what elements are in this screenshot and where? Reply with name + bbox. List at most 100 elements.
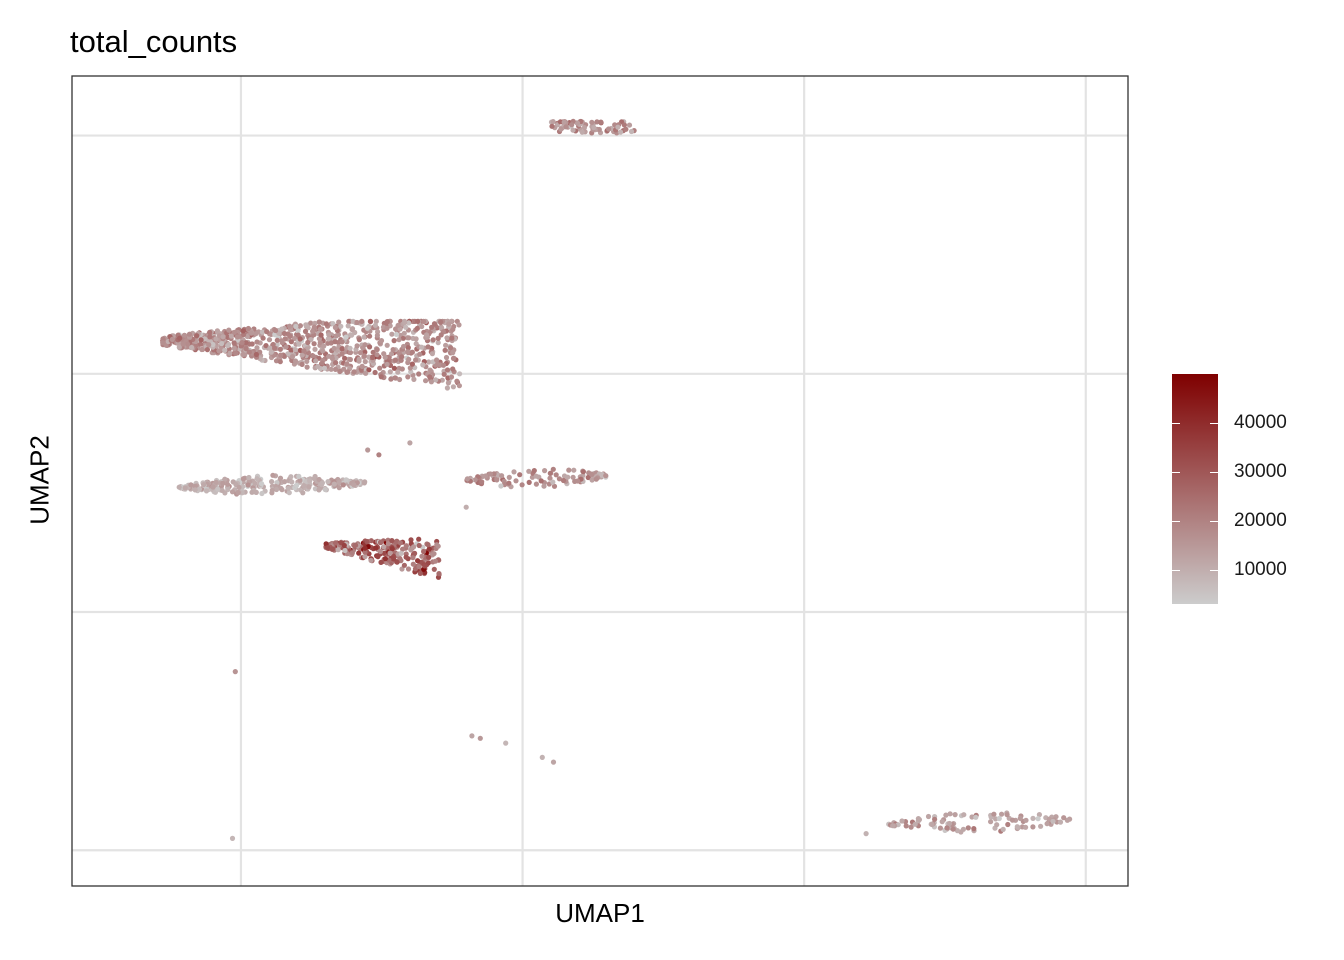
legend-tick	[1210, 471, 1218, 473]
cell-point	[323, 321, 329, 327]
cell-point	[378, 374, 384, 380]
cell-point	[345, 369, 351, 375]
cell-point	[325, 479, 331, 485]
cell-point	[335, 547, 341, 553]
cell-point	[206, 342, 212, 348]
cell-point	[433, 377, 439, 383]
cell-point	[440, 362, 447, 368]
cell-point	[331, 481, 337, 487]
cell-point	[186, 331, 193, 337]
cell-point	[579, 129, 585, 135]
cell-point	[1057, 819, 1064, 825]
cell-point	[932, 816, 938, 822]
cell-point	[416, 542, 422, 549]
cell-point	[245, 325, 251, 332]
cell-point	[323, 541, 329, 547]
cell-point	[259, 329, 266, 335]
cell-point	[435, 335, 441, 341]
cell-point	[219, 341, 225, 347]
cell-point	[378, 539, 384, 545]
cell-point	[526, 479, 532, 485]
cell-point	[419, 323, 425, 330]
cell-point	[198, 341, 204, 347]
cell-point	[322, 486, 328, 493]
cell-point	[444, 367, 451, 373]
cell-point	[406, 356, 412, 362]
cell-point	[550, 119, 556, 125]
cell-point	[296, 473, 302, 479]
cell-point	[400, 546, 406, 552]
cell-point	[391, 556, 397, 562]
cell-point	[550, 479, 556, 485]
cell-point	[391, 365, 397, 371]
cell-point	[312, 320, 318, 326]
cell-point	[376, 452, 382, 458]
cell-point	[423, 332, 430, 338]
cell-point	[393, 331, 400, 337]
cell-point	[401, 562, 407, 568]
cell-point	[346, 318, 352, 324]
cell-point	[318, 332, 324, 338]
cell-point	[414, 325, 420, 331]
cell-point	[302, 328, 309, 334]
cell-point	[299, 352, 305, 358]
cell-point	[160, 336, 166, 342]
cell-point	[372, 369, 378, 376]
cell-point	[946, 820, 953, 827]
cell-point	[339, 351, 345, 357]
cell-point	[229, 489, 236, 495]
cell-point	[419, 344, 425, 350]
cell-point	[415, 558, 421, 564]
cell-point	[405, 349, 411, 355]
cell-point	[397, 555, 403, 562]
cell-point	[425, 344, 431, 350]
cell-point	[550, 466, 556, 472]
cell-point	[281, 330, 287, 337]
cell-point	[333, 333, 339, 339]
cell-point	[192, 487, 198, 493]
cell-point	[445, 380, 451, 386]
cell-point	[498, 483, 504, 489]
cell-point	[526, 468, 532, 474]
cell-point	[252, 489, 259, 495]
cell-point	[356, 550, 362, 556]
cell-point	[310, 353, 316, 359]
cell-point	[915, 816, 922, 822]
cell-point	[344, 361, 350, 367]
cell-point	[596, 126, 602, 133]
cell-point	[541, 483, 547, 489]
cell-point	[311, 341, 317, 347]
cell-point	[603, 473, 609, 479]
cell-point	[417, 351, 423, 357]
cell-point	[332, 339, 338, 345]
cell-point	[273, 486, 280, 493]
cell-point	[1014, 824, 1020, 830]
cell-point	[207, 334, 213, 340]
cell-point	[863, 831, 869, 837]
cell-point	[215, 486, 221, 492]
cell-point	[538, 478, 544, 484]
cell-point	[996, 815, 1002, 822]
cell-point	[442, 347, 448, 353]
cell-point	[1023, 817, 1029, 823]
cell-point	[362, 349, 368, 355]
cell-point	[390, 347, 396, 353]
cell-point	[443, 354, 450, 361]
cell-point	[316, 319, 322, 325]
cell-point	[1030, 815, 1036, 822]
cell-point	[354, 343, 360, 349]
cell-point	[626, 122, 633, 128]
cell-point	[448, 374, 455, 380]
cell-point	[426, 546, 432, 552]
cell-point	[449, 335, 455, 341]
cell-point	[623, 126, 629, 132]
cell-point	[944, 825, 950, 831]
cell-point	[321, 343, 327, 349]
cell-point	[581, 125, 588, 131]
cell-point	[343, 334, 349, 340]
cell-point	[954, 828, 961, 834]
cell-point	[426, 359, 432, 365]
cell-point	[199, 346, 205, 353]
cell-point	[416, 536, 422, 542]
cell-point	[499, 473, 505, 479]
